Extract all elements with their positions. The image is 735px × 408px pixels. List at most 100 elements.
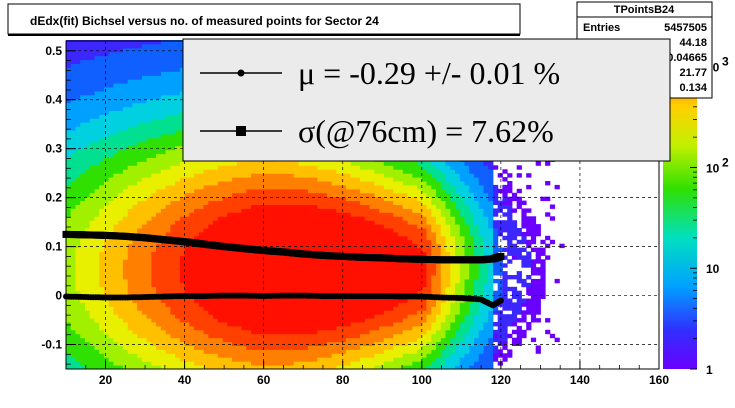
heat-cell bbox=[170, 365, 176, 370]
heat-cell bbox=[104, 263, 110, 268]
heat-cell bbox=[251, 325, 257, 331]
heat-cell bbox=[160, 192, 167, 198]
heat-cell bbox=[322, 278, 328, 284]
heat-cell bbox=[298, 184, 304, 190]
heat-cell bbox=[99, 306, 105, 311]
heat-cell bbox=[251, 220, 257, 225]
heat-cell bbox=[236, 263, 242, 268]
heat-cell bbox=[341, 286, 347, 292]
heat-cell bbox=[246, 298, 252, 303]
heat-cell bbox=[113, 157, 119, 162]
heat-cell bbox=[198, 357, 204, 362]
heat-cell bbox=[293, 263, 299, 268]
heat-cell bbox=[184, 318, 190, 323]
heat-cell bbox=[179, 267, 186, 272]
heat-cell bbox=[165, 310, 171, 315]
heat-cell bbox=[284, 286, 290, 292]
heat-cell bbox=[293, 231, 299, 237]
heat-cell bbox=[66, 208, 72, 213]
heat-cell bbox=[265, 361, 271, 366]
heat-cell bbox=[151, 333, 157, 339]
heat-cell bbox=[241, 220, 247, 225]
heat-cell bbox=[127, 181, 133, 186]
heat-cell bbox=[160, 310, 167, 315]
heat-cell bbox=[274, 302, 280, 307]
heat-cell bbox=[132, 98, 138, 104]
heat-cell bbox=[108, 290, 114, 296]
heat-cell bbox=[208, 302, 214, 307]
heat-cell bbox=[141, 157, 148, 162]
heat-cell bbox=[156, 278, 162, 284]
heat-cell bbox=[66, 341, 72, 346]
heat-cell bbox=[227, 314, 233, 319]
heat-cell bbox=[213, 345, 219, 350]
heat-cell bbox=[127, 47, 133, 53]
heat-cell bbox=[156, 83, 162, 88]
heat-cell bbox=[293, 212, 299, 217]
heat-cell bbox=[293, 286, 299, 292]
heat-cell bbox=[66, 337, 72, 343]
heat-cell bbox=[317, 298, 323, 303]
heat-cell bbox=[146, 149, 152, 155]
heat-cell bbox=[99, 75, 105, 80]
heat-cell bbox=[132, 333, 138, 339]
heat-cell bbox=[165, 216, 171, 221]
heat-cell bbox=[279, 306, 285, 311]
heat-cell bbox=[75, 67, 81, 72]
heat-cell bbox=[284, 220, 290, 225]
heat-cell bbox=[99, 181, 105, 186]
heat-cell bbox=[151, 290, 157, 296]
heat-cell bbox=[146, 255, 152, 260]
heat-cell bbox=[179, 161, 186, 166]
heat-cell bbox=[213, 216, 219, 221]
heat-cell bbox=[284, 169, 290, 174]
heat-cell bbox=[303, 208, 309, 213]
heat-cell bbox=[99, 239, 105, 245]
heat-cell bbox=[179, 204, 186, 209]
heat-cell bbox=[251, 224, 257, 229]
heat-cell bbox=[251, 322, 257, 327]
heat-cell bbox=[289, 161, 295, 166]
heat-cell bbox=[160, 267, 167, 272]
heat-cell bbox=[89, 243, 95, 249]
heat-cell bbox=[85, 263, 91, 268]
heat-cell bbox=[70, 165, 76, 170]
heat-cell bbox=[141, 302, 148, 307]
heat-cell bbox=[241, 208, 247, 213]
heat-cell bbox=[170, 149, 176, 155]
heat-cell bbox=[151, 275, 157, 280]
heat-cell bbox=[213, 310, 219, 315]
heat-cell bbox=[222, 341, 228, 346]
heat-cell bbox=[194, 314, 200, 319]
heat-cell bbox=[189, 349, 195, 354]
heat-cell bbox=[170, 59, 176, 64]
heat-cell bbox=[284, 181, 290, 186]
heat-cell bbox=[127, 239, 133, 245]
heat-cell bbox=[307, 200, 314, 205]
heat-cell bbox=[246, 306, 252, 311]
heat-cell bbox=[336, 196, 342, 202]
heat-cell bbox=[331, 204, 337, 209]
heat-cell bbox=[331, 208, 337, 213]
heat-cell bbox=[274, 298, 280, 303]
heat-cell bbox=[322, 165, 328, 170]
heat-cell bbox=[303, 184, 309, 190]
heat-cell bbox=[236, 325, 242, 331]
heat-cell bbox=[118, 353, 124, 358]
heat-cell bbox=[232, 365, 238, 370]
heat-cell bbox=[104, 228, 110, 233]
heat-cell bbox=[94, 263, 100, 268]
heat-cell bbox=[198, 361, 204, 366]
heat-cell bbox=[208, 259, 214, 264]
heat-cell bbox=[260, 200, 266, 205]
heat-cell bbox=[194, 208, 200, 213]
heat-cell bbox=[298, 337, 304, 343]
heat-cell bbox=[70, 192, 76, 198]
heat-cell bbox=[236, 188, 242, 194]
heat-cell bbox=[317, 286, 323, 292]
heat-cell bbox=[341, 302, 347, 307]
heat-cell bbox=[137, 267, 143, 272]
heat-cell bbox=[236, 184, 242, 190]
heat-cell bbox=[165, 106, 171, 111]
heat-cell bbox=[336, 228, 342, 233]
